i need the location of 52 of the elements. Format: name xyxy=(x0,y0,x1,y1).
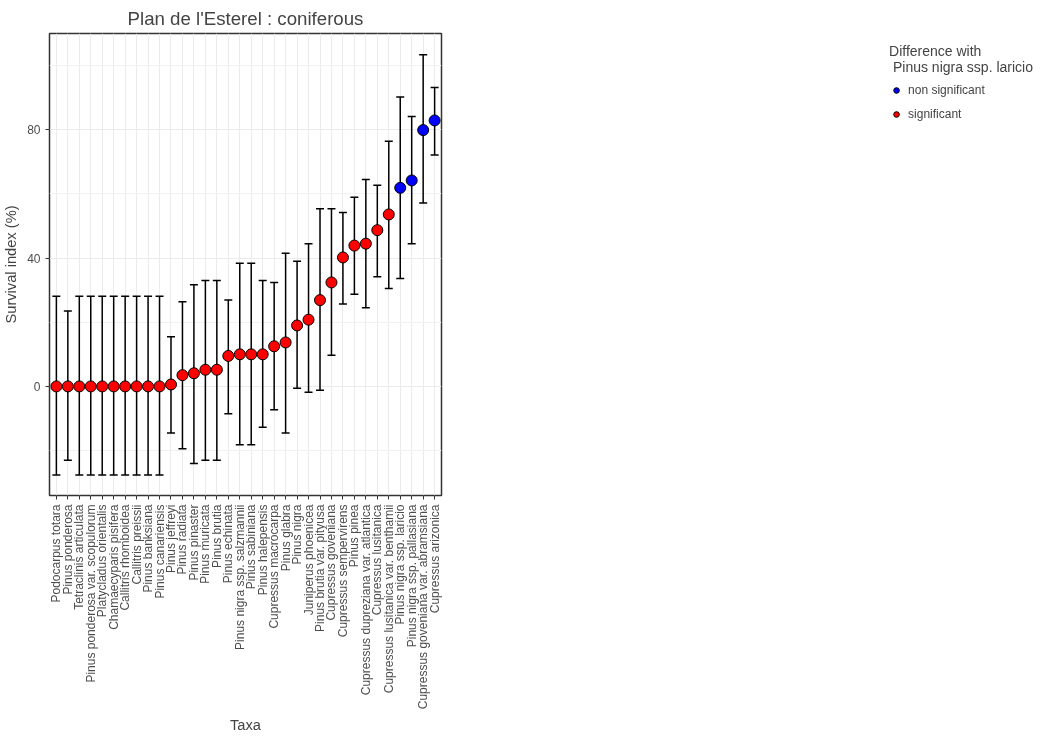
y-tick-label: 40 xyxy=(27,251,41,266)
point xyxy=(153,380,166,393)
point xyxy=(119,380,132,393)
point xyxy=(96,380,109,393)
point xyxy=(359,237,372,250)
chart-title: Plan de l'Esterel : coniferous xyxy=(127,7,364,29)
point xyxy=(302,313,315,326)
legend-title: Difference with Pinus nigra ssp. laricio xyxy=(889,43,1033,75)
y-axis-title: Survival index (%) xyxy=(3,205,20,324)
point xyxy=(199,363,212,376)
x-tick-label: Pinus pinaster xyxy=(186,504,201,581)
point xyxy=(233,348,246,361)
point xyxy=(50,380,63,393)
x-tick-label: Pinus brutia xyxy=(209,504,224,568)
point xyxy=(382,208,395,221)
point xyxy=(405,174,418,187)
point xyxy=(336,251,349,264)
point xyxy=(417,124,430,137)
x-tick-label: Pinus ponderosa var. scopulorum xyxy=(83,504,98,683)
x-axis-title: Taxa xyxy=(230,717,262,734)
point xyxy=(222,349,235,362)
point xyxy=(107,380,120,393)
point xyxy=(371,224,384,237)
point xyxy=(325,276,338,289)
x-tick-label: Callitris preissii xyxy=(129,504,144,585)
point xyxy=(348,239,361,252)
point xyxy=(291,319,304,332)
x-tick-label: Pinus nigra ssp. laricio xyxy=(393,504,408,625)
point xyxy=(210,363,223,376)
point xyxy=(165,378,177,391)
x-tick-label: Pinus glabra xyxy=(278,504,293,572)
point xyxy=(394,181,407,194)
point xyxy=(84,380,97,393)
point xyxy=(314,294,326,307)
point xyxy=(245,348,258,361)
point xyxy=(130,380,143,393)
point xyxy=(176,369,189,382)
legend-label: significant xyxy=(908,107,962,121)
x-tick-label: Cupressus arizonica xyxy=(427,504,442,614)
x-tick-label: Pinus jeffreyi xyxy=(164,504,178,573)
point xyxy=(142,380,155,393)
x-tick-label: Platycladus orientalis xyxy=(95,504,110,618)
point xyxy=(61,380,74,393)
legend-label: non significant xyxy=(908,83,985,97)
point xyxy=(256,348,269,361)
point xyxy=(428,114,441,127)
point xyxy=(279,336,292,349)
point xyxy=(187,367,200,380)
point xyxy=(268,340,281,353)
y-tick-label: 80 xyxy=(27,123,41,138)
point xyxy=(73,380,86,393)
y-tick-label: 0 xyxy=(33,379,41,394)
